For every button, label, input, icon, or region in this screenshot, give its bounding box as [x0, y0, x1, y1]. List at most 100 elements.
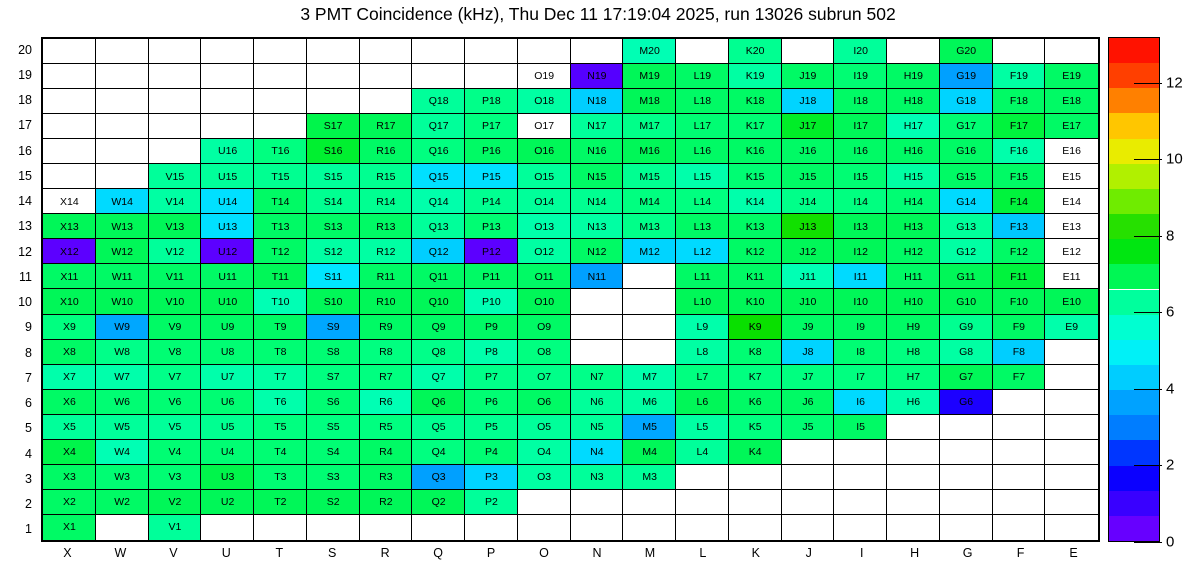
x-axis-label-V: V [169, 546, 178, 560]
cell-label: U5 [220, 421, 235, 434]
heatmap-cell-n15: N15 [570, 164, 624, 190]
cell-label: F14 [1009, 195, 1028, 208]
cell-label: N4 [590, 446, 604, 459]
heatmap-cell-h13: H13 [887, 214, 940, 240]
heatmap-cell-e14: E14 [1045, 189, 1098, 215]
heatmap-cell-i19: I19 [834, 64, 887, 90]
cell-label: X10 [60, 295, 79, 308]
heatmap-cell-j16: J16 [781, 139, 835, 165]
heatmap-cell-empty [887, 464, 940, 490]
heatmap-cell-o4: O4 [517, 439, 571, 465]
heatmap-cell-g11: G11 [939, 264, 993, 290]
heatmap-cell-s9: S9 [306, 314, 360, 340]
heatmap-cell-x2: X2 [43, 489, 96, 515]
cell-label: P9 [484, 320, 498, 333]
cell-label: F16 [1009, 145, 1028, 158]
heatmap-cell-empty [676, 39, 729, 65]
heatmap-cell-g17: G17 [939, 114, 993, 140]
cell-label: R2 [379, 496, 393, 509]
cell-label: T6 [274, 395, 287, 408]
heatmap-cell-q16: Q16 [412, 139, 465, 165]
heatmap-cell-empty [939, 514, 993, 540]
cell-label: H16 [903, 145, 923, 158]
heatmap-cell-u6: U6 [201, 389, 254, 415]
heatmap-cell-empty [201, 114, 254, 140]
heatmap-cell-q13: Q13 [412, 214, 465, 240]
cell-label: T5 [274, 421, 287, 434]
heatmap-cell-f13: F13 [992, 214, 1046, 240]
cell-label: K12 [745, 245, 765, 258]
colorbar-band [1109, 88, 1159, 114]
cell-label: O7 [537, 370, 552, 383]
heatmap-cell-q18: Q18 [412, 89, 465, 115]
heatmap-cell-empty [728, 464, 782, 490]
heatmap-cell-v8: V8 [148, 339, 202, 365]
cell-label: K6 [748, 395, 762, 408]
heatmap-cell-o12: O12 [517, 239, 571, 265]
cell-label: K11 [746, 270, 765, 283]
heatmap-cell-e11: E11 [1045, 264, 1098, 290]
colorbar-band [1109, 515, 1159, 541]
cell-label: V9 [168, 320, 182, 333]
cell-label: G18 [956, 95, 977, 108]
heatmap-cell-l19: L19 [676, 64, 729, 90]
heatmap-cell-k20: K20 [728, 39, 782, 65]
heatmap-cell-g15: G15 [939, 164, 993, 190]
cell-label: T4 [274, 446, 287, 459]
heatmap-cell-v9: V9 [148, 314, 202, 340]
cell-label: V4 [168, 446, 182, 459]
heatmap-cell-g20: G20 [939, 39, 993, 65]
heatmap-cell-m7: M7 [623, 364, 676, 390]
colorbar-tick-label-2: 2 [1166, 456, 1175, 474]
heatmap-cell-empty [465, 39, 518, 65]
heatmap-cell-u9: U9 [201, 314, 254, 340]
heatmap-cell-n11: N11 [570, 264, 624, 290]
heatmap-cell-w7: W7 [95, 364, 149, 390]
heatmap-cell-w13: W13 [95, 214, 149, 240]
cell-label: I14 [853, 195, 868, 208]
cell-label: I7 [856, 370, 865, 383]
cell-label: M19 [639, 70, 660, 83]
heatmap-cell-k10: K10 [728, 289, 782, 315]
cell-label: U14 [217, 195, 238, 208]
heatmap-cell-n12: N12 [570, 239, 624, 265]
heatmap-cell-empty [412, 514, 465, 540]
heatmap-cell-empty [306, 39, 360, 65]
heatmap-cell-empty [623, 489, 676, 515]
heatmap-cell-empty [781, 464, 835, 490]
heatmap-cell-e16: E16 [1045, 139, 1098, 165]
heatmap-cell-o16: O16 [517, 139, 571, 165]
heatmap-cell-empty [43, 114, 96, 140]
heatmap-cell-p8: P8 [465, 339, 518, 365]
cell-label: M12 [639, 245, 660, 258]
heatmap-cell-p3: P3 [465, 464, 518, 490]
heatmap-cell-p11: P11 [465, 264, 518, 290]
heatmap-cell-w11: W11 [95, 264, 149, 290]
heatmap-cell-empty [306, 89, 360, 115]
heatmap-cell-v4: V4 [148, 439, 202, 465]
heatmap-cell-empty [1045, 514, 1098, 540]
heatmap-cell-q7: Q7 [412, 364, 465, 390]
heatmap-cell-empty [728, 514, 782, 540]
cell-label: M4 [642, 446, 657, 459]
cell-label: N3 [590, 471, 604, 484]
heatmap-cell-j8: J8 [781, 339, 835, 365]
heatmap-cell-p12: P12 [465, 239, 518, 265]
heatmap-cell-empty [465, 514, 518, 540]
cell-label: F18 [1009, 95, 1028, 108]
heatmap-cell-empty [254, 89, 307, 115]
heatmap-cell-k17: K17 [728, 114, 782, 140]
heatmap-cell-j9: J9 [781, 314, 835, 340]
cell-label: J7 [802, 370, 814, 383]
colorbar-tick [1134, 159, 1162, 161]
heatmap-cell-e18: E18 [1045, 89, 1098, 115]
heatmap-cell-x6: X6 [43, 389, 96, 415]
cell-label: V2 [168, 496, 182, 509]
cell-label: F10 [1009, 295, 1028, 308]
cell-label: K7 [748, 370, 762, 383]
heatmap-cell-j7: J7 [781, 364, 835, 390]
heatmap-cell-u12: U12 [201, 239, 254, 265]
cell-label: H12 [903, 245, 923, 258]
heatmap-cell-m5: M5 [623, 414, 676, 440]
heatmap-cell-i18: I18 [834, 89, 887, 115]
